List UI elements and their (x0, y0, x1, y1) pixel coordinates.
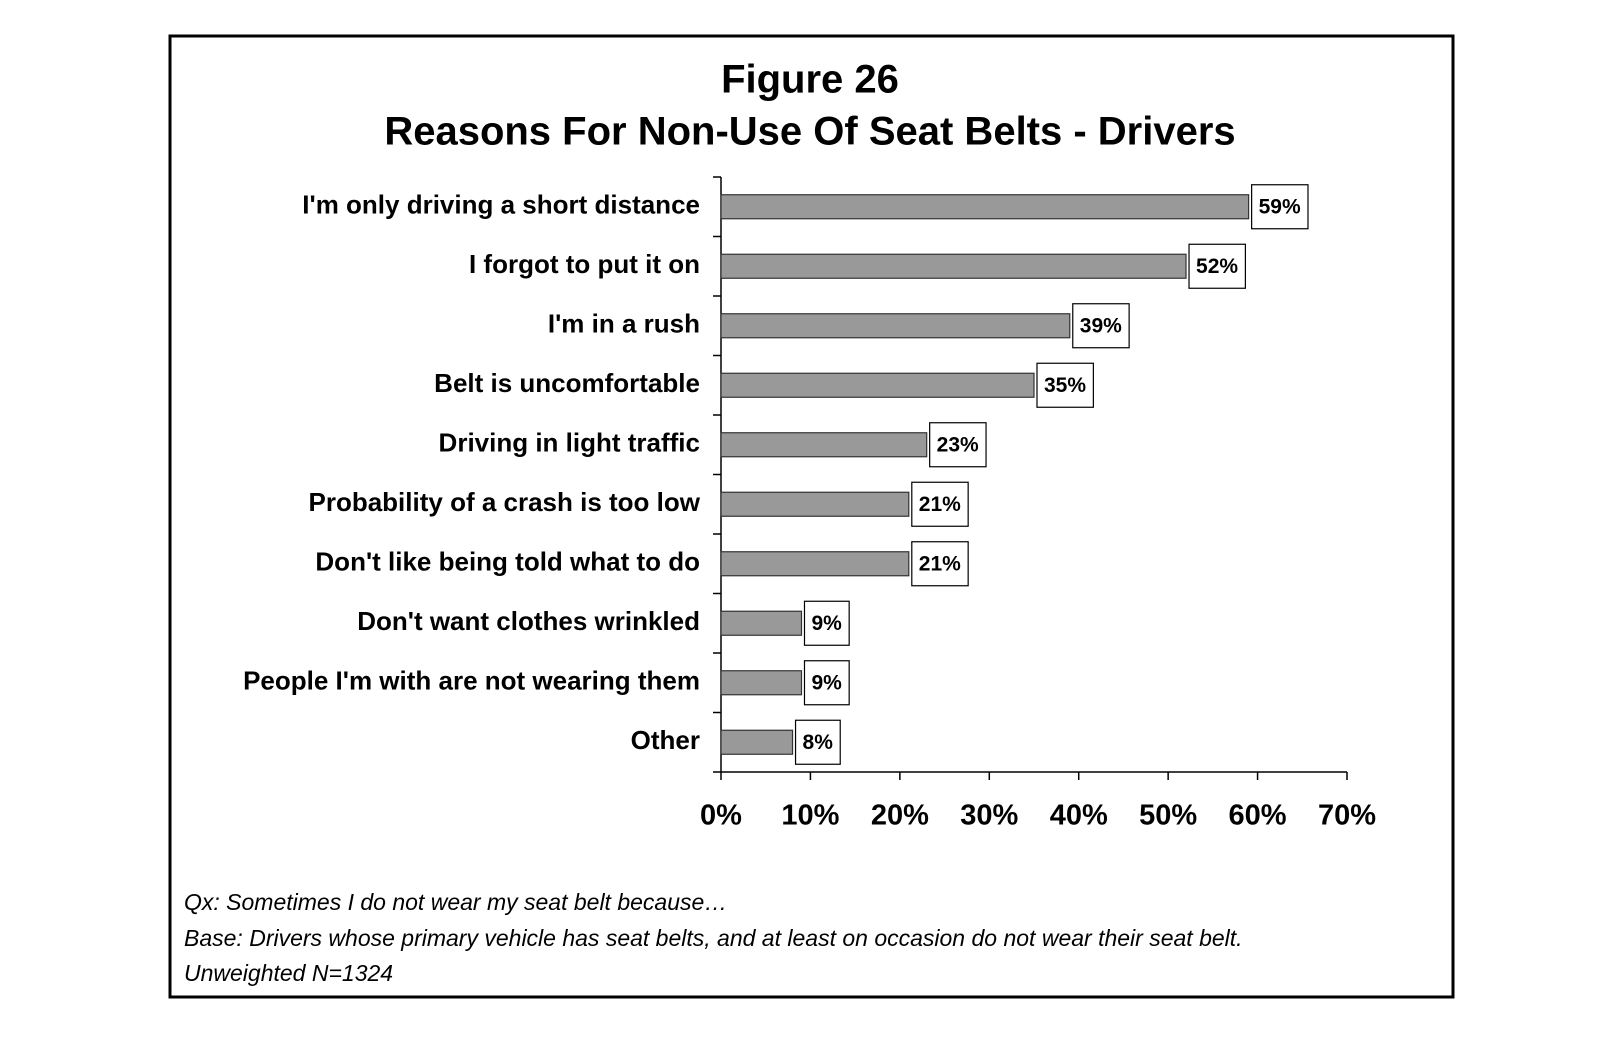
value-label-box (794, 719, 841, 765)
bar (720, 253, 1187, 279)
bar (720, 313, 1071, 339)
value-label-box (911, 481, 969, 527)
value-label: 39% (1080, 314, 1122, 337)
value-label: 35% (1044, 374, 1086, 397)
x-tick-label: 20% (871, 800, 929, 832)
category-label: Don't like being told what to do (315, 547, 700, 577)
bar (720, 551, 910, 577)
value-label: 8% (803, 731, 834, 754)
bar (720, 729, 794, 755)
chart-subtitle: Reasons For Non-Use Of Seat Belts - Driv… (384, 110, 1235, 154)
note: Unweighted N=1324 (184, 960, 393, 986)
category-label: Belt is uncomfortable (434, 368, 700, 398)
x-tick-label: 50% (1139, 800, 1197, 832)
x-tick-label: 30% (960, 800, 1018, 832)
value-label-box (803, 660, 850, 706)
bar (720, 372, 1035, 398)
x-tick-label: 10% (781, 800, 839, 832)
value-label-box (1251, 184, 1309, 230)
value-label-box (1072, 303, 1130, 349)
value-label: 9% (811, 612, 842, 635)
category-label: I'm only driving a short distance (302, 190, 700, 220)
value-label: 23% (937, 433, 979, 456)
bar (720, 491, 910, 517)
category-label: People I'm with are not wearing them (243, 666, 700, 696)
category-label: Other (631, 725, 700, 755)
value-label: 9% (811, 671, 842, 694)
chart-title: Figure 26 (721, 58, 899, 102)
x-tick-label: 0% (700, 800, 742, 832)
x-tick-label: 40% (1050, 800, 1108, 832)
x-tick-label: 70% (1318, 800, 1376, 832)
value-label-box (1036, 362, 1094, 408)
category-label: Driving in light traffic (439, 428, 700, 458)
value-label: 59% (1259, 195, 1301, 218)
bar (720, 194, 1250, 220)
category-label: Don't want clothes wrinkled (357, 606, 700, 636)
bar (720, 610, 803, 636)
note: Qx: Sometimes I do not wear my seat belt… (184, 889, 727, 915)
bar (720, 432, 928, 458)
value-label-box (911, 541, 969, 587)
value-label-box (803, 600, 850, 646)
category-label: Probability of a crash is too low (308, 487, 700, 517)
value-label: 52% (1196, 255, 1238, 278)
category-label: I'm in a rush (548, 309, 700, 339)
value-label: 21% (919, 552, 961, 575)
value-label-box (929, 422, 987, 468)
note: Base: Drivers whose primary vehicle has … (184, 925, 1243, 951)
bar (720, 670, 803, 696)
value-label: 21% (919, 493, 961, 516)
x-tick-label: 60% (1229, 800, 1287, 832)
category-label: I forgot to put it on (469, 249, 700, 279)
value-label-box (1188, 243, 1246, 289)
